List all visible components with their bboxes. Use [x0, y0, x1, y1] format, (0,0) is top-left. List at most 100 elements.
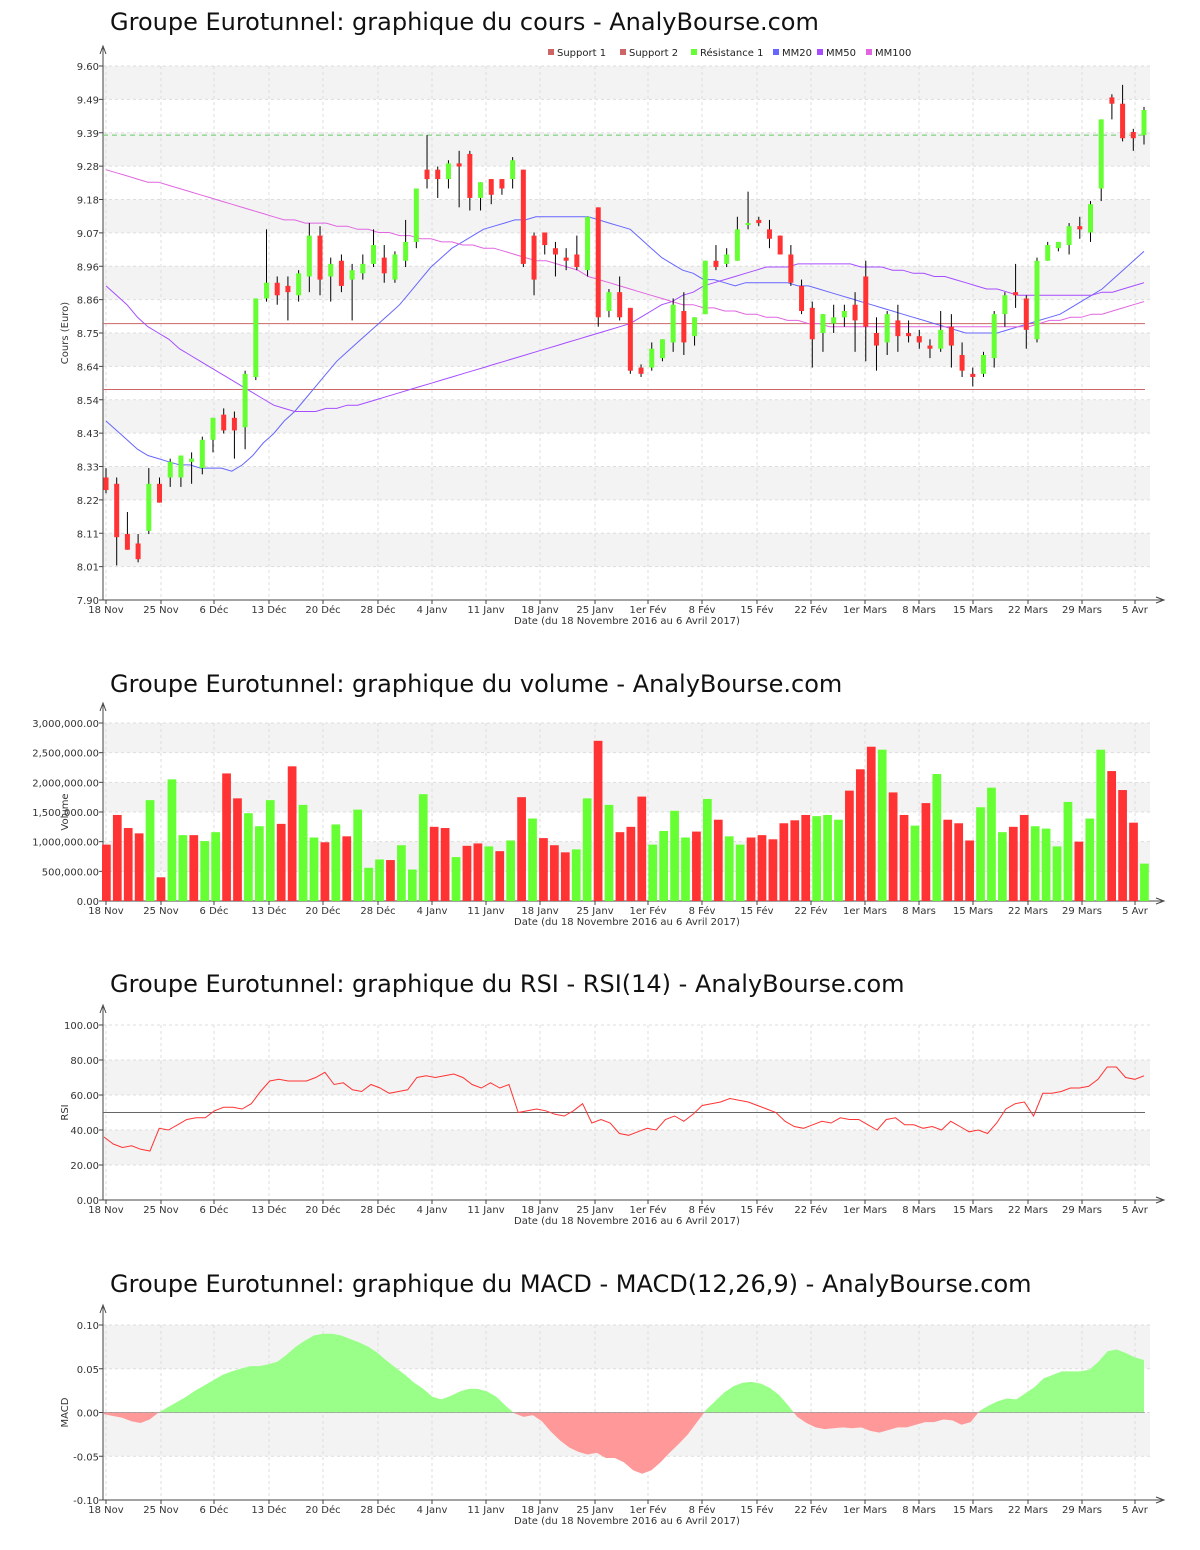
rsi-xtick-label: 8 Mars — [902, 1205, 936, 1216]
candle-body — [831, 317, 837, 324]
volume-xtick-label: 1er Fév — [629, 905, 666, 917]
volume-bar — [462, 845, 472, 901]
rsi-xtick-label: 18 Nov — [88, 1205, 124, 1216]
candle-body — [777, 235, 783, 255]
candle-body — [231, 417, 237, 431]
rsi-grid-band — [103, 1130, 1150, 1165]
volume-bar — [921, 803, 931, 901]
price-y-axis-label: Cours (Euro) — [60, 302, 71, 365]
macd-xtick-label: 11 Janv — [467, 1505, 504, 1516]
legend-swatch — [691, 49, 697, 55]
price-xtick-label: 22 Fév — [794, 604, 827, 616]
legend-swatch — [548, 49, 554, 55]
volume-bar — [353, 809, 363, 901]
price-x-axis-label: Date (du 18 Novembre 2016 au 6 Avril 201… — [514, 616, 740, 627]
candle-body — [328, 263, 334, 277]
volume-xtick-label: 15 Mars — [953, 906, 993, 917]
volume-ytick-label: 2,500,000.00 — [32, 749, 99, 760]
candle-body — [488, 179, 494, 195]
candle-body — [467, 153, 473, 198]
candle-body — [371, 245, 377, 264]
volume-chart-title: Groupe Eurotunnel: graphique du volume -… — [110, 670, 843, 698]
candle-body — [980, 354, 986, 374]
macd-xtick-label: 15 Mars — [953, 1505, 993, 1516]
volume-bar — [517, 797, 526, 901]
volume-xtick-label: 4 Janv — [417, 906, 448, 917]
candle-body — [799, 285, 805, 312]
macd-negative-area — [104, 1412, 159, 1423]
rsi-x-axis-label: Date (du 18 Novembre 2016 au 6 Avril 201… — [514, 1216, 740, 1227]
candle-body — [734, 229, 740, 261]
macd-xtick-label: 22 Fév — [794, 1504, 827, 1516]
legend-label: MM100 — [875, 48, 911, 59]
legend-label: Résistance 1 — [700, 47, 763, 59]
candle-body — [702, 260, 708, 315]
volume-xtick-label: 15 Fév — [740, 905, 773, 917]
volume-bar — [845, 790, 854, 901]
volume-bar — [560, 852, 570, 901]
volume-bar — [451, 857, 461, 901]
rsi-xtick-label: 22 Mars — [1008, 1205, 1048, 1216]
macd-xtick-label: 8 Fév — [689, 1504, 716, 1516]
volume-bar — [375, 859, 384, 901]
volume-bar — [473, 843, 483, 901]
candle-body — [445, 163, 451, 180]
candle-body — [938, 329, 944, 349]
volume-bar — [298, 804, 308, 901]
rsi-xtick-label: 4 Janv — [417, 1205, 448, 1216]
macd-chart-title: Groupe Eurotunnel: graphique du MACD - M… — [110, 1270, 1032, 1298]
price-grid-band — [103, 466, 1150, 500]
candle-body — [927, 345, 933, 349]
price-grid-band — [103, 399, 1150, 434]
candle-body — [1141, 109, 1147, 136]
candle-body — [724, 254, 730, 264]
volume-xtick-label: 18 Janv — [521, 906, 558, 917]
volume-xtick-label: 18 Nov — [88, 906, 124, 917]
rsi-chart-title: Groupe Eurotunnel: graphique du RSI - RS… — [110, 970, 905, 998]
rsi-ytick-label: 0.00 — [77, 1196, 99, 1207]
candle-body — [863, 276, 869, 327]
rsi-xtick-label: 13 Déc — [251, 1204, 286, 1216]
volume-xtick-label: 1er Mars — [843, 906, 887, 917]
price-xtick-label: 20 Déc — [305, 604, 340, 616]
price-xtick-label: 15 Mars — [953, 605, 993, 616]
candle-body — [338, 260, 344, 286]
candle-body — [381, 257, 387, 274]
candle-body — [959, 354, 965, 371]
legend-label: Support 2 — [629, 48, 678, 59]
legend-label: MM50 — [826, 48, 856, 59]
rsi-ytick-label: 60.00 — [70, 1091, 99, 1102]
legend-swatch — [773, 49, 779, 55]
candle-body — [253, 298, 259, 377]
price-ytick-label: 9.39 — [77, 129, 99, 140]
candle-body — [392, 254, 398, 280]
candle-body — [1077, 226, 1083, 230]
candle-body — [852, 304, 858, 321]
series-line-mm100 — [105, 169, 1145, 328]
macd-positive-area — [704, 1381, 794, 1413]
macd-ytick-label: 0.10 — [77, 1321, 99, 1332]
candle-body — [1002, 295, 1008, 315]
candle-body — [606, 292, 612, 312]
candle-body — [178, 455, 184, 478]
volume-bar — [1063, 801, 1073, 901]
volume-bar — [571, 849, 581, 901]
volume-bar — [440, 828, 450, 901]
rsi-xtick-label: 1er Fév — [629, 1204, 666, 1216]
volume-bar — [429, 826, 439, 901]
candle-body — [520, 169, 526, 264]
macd-ytick-label: -0.10 — [73, 1496, 99, 1507]
candle-body — [124, 534, 130, 550]
volume-xtick-label: 25 Nov — [143, 906, 179, 917]
candle-body — [435, 169, 441, 180]
candle-body — [659, 339, 665, 359]
legend-swatch — [817, 49, 823, 55]
volume-bar — [877, 749, 887, 901]
price-ytick-label: 9.07 — [77, 229, 99, 240]
candle-body — [552, 248, 558, 255]
macd-xtick-label: 29 Mars — [1062, 1505, 1102, 1516]
rsi-ytick-label: 80.00 — [70, 1056, 99, 1067]
macd-xtick-label: 1er Mars — [843, 1505, 887, 1516]
volume-bar — [626, 826, 636, 901]
volume-bar — [659, 830, 669, 901]
